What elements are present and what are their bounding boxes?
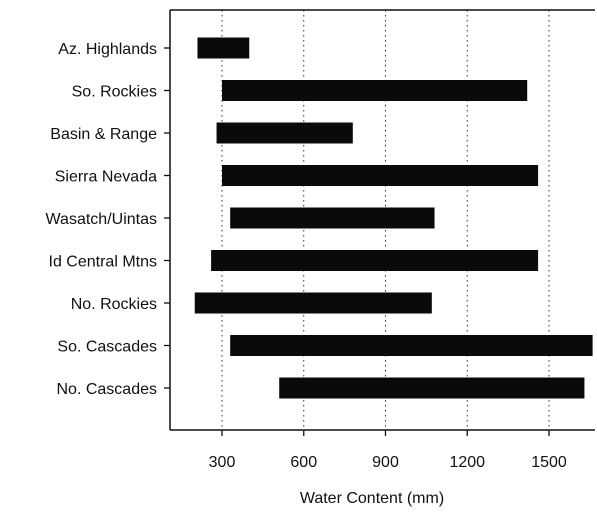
labels-layer: Az. Highlands So. Rockies Basin & Range Sie… (46, 41, 158, 398)
range-bar (230, 207, 435, 229)
range-bar (194, 292, 432, 314)
category-label: Id Central Mtns (49, 254, 157, 271)
category-label: So. Rockies (72, 84, 157, 101)
category-label: Sierra Nevada (55, 169, 157, 186)
range-bar (230, 335, 593, 356)
ticks-layer: 300 600 900 1200 1500 (164, 47, 567, 471)
x-tick-label: 1200 (449, 454, 485, 471)
category-label: Wasatch/Uintas (46, 211, 157, 228)
range-bar (222, 80, 528, 101)
range-bar (216, 122, 353, 144)
x-tick-label: 900 (372, 454, 399, 471)
category-label: Basin & Range (50, 126, 157, 143)
category-label: No. Rockies (71, 296, 157, 313)
category-label: Az. Highlands (58, 41, 157, 58)
range-bar (279, 377, 585, 399)
category-label: So. Cascades (57, 339, 157, 356)
bars-layer (194, 37, 593, 399)
range-bar (197, 37, 250, 59)
x-tick-label: 1500 (531, 454, 567, 471)
x-tick-label: 600 (290, 454, 317, 471)
axes-layer (169, 9, 595, 431)
x-tick-label: 300 (209, 454, 236, 471)
category-label: No. Cascades (57, 381, 158, 398)
range-bar (222, 165, 539, 186)
x-axis-title: Water Content (mm) (300, 490, 444, 507)
range-bar (211, 250, 539, 271)
